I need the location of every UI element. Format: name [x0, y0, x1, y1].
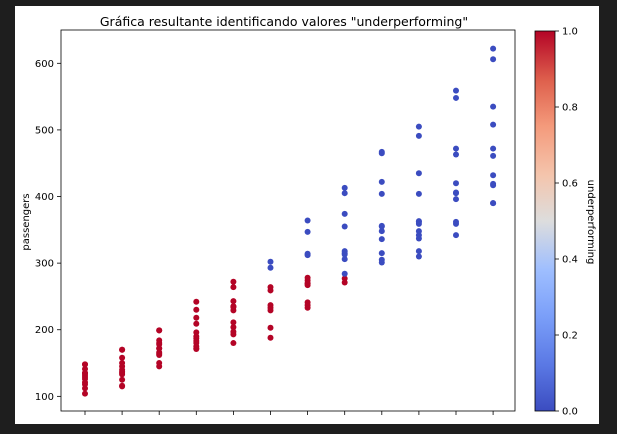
data-point	[341, 223, 348, 230]
data-point	[230, 284, 237, 291]
data-point	[193, 320, 200, 327]
data-point	[341, 248, 348, 255]
colorbar-tick-label: 1.0	[562, 27, 578, 38]
chart-title: Gráfica resultante identificando valores…	[100, 14, 468, 29]
data-point	[119, 376, 126, 383]
data-point	[490, 200, 497, 207]
data-point	[119, 346, 126, 353]
data-point	[193, 329, 200, 336]
data-point	[193, 306, 200, 313]
data-point	[415, 253, 422, 260]
data-point	[378, 250, 385, 257]
y-tick-label: 200	[35, 325, 54, 336]
data-point	[453, 180, 459, 187]
data-point	[453, 196, 459, 203]
colorbar-tick-label: 0.6	[562, 179, 578, 190]
data-point	[230, 303, 237, 310]
data-point	[490, 45, 497, 52]
data-point	[341, 190, 348, 197]
data-point	[82, 361, 88, 368]
data-point	[156, 360, 163, 367]
data-point	[378, 228, 385, 235]
colorbar	[534, 30, 556, 412]
data-point	[230, 319, 237, 326]
colorbar-label: underperforming	[585, 180, 596, 265]
data-point	[193, 298, 200, 305]
data-point	[267, 302, 274, 309]
data-point	[453, 145, 459, 152]
data-point	[119, 354, 126, 361]
scatter-chart: Gráfica resultante identificando valores…	[21, 14, 596, 418]
data-point	[304, 228, 311, 235]
data-point	[415, 228, 422, 235]
data-point	[119, 382, 126, 389]
axes-frame	[60, 29, 516, 412]
data-point	[378, 148, 385, 155]
colorbar-tick-label: 0.2	[562, 331, 578, 342]
data-point	[341, 275, 348, 282]
data-point	[156, 337, 163, 344]
data-point	[378, 178, 385, 185]
data-point	[378, 256, 385, 263]
data-point	[230, 328, 237, 335]
data-point	[230, 298, 237, 305]
y-tick-label: 100	[35, 392, 54, 403]
data-point	[230, 340, 237, 347]
data-point	[304, 217, 311, 224]
data-point	[304, 299, 311, 306]
data-point	[453, 87, 459, 94]
data-point	[341, 270, 348, 277]
y-tick-label: 600	[35, 59, 54, 70]
data-point	[490, 172, 497, 179]
data-point	[193, 314, 200, 321]
data-point	[415, 218, 422, 225]
y-tick-label: 400	[35, 192, 54, 203]
data-point	[453, 218, 459, 225]
data-point	[453, 189, 459, 196]
data-point	[490, 103, 497, 110]
colorbar-tick-label: 0.8	[562, 103, 578, 114]
data-point	[82, 390, 88, 397]
colorbar-tick-label: 0.0	[562, 407, 578, 418]
data-point	[415, 170, 422, 177]
plot-area: 100 200 300 400 500 600	[35, 29, 516, 415]
data-point	[267, 334, 274, 341]
data-point	[490, 56, 497, 63]
data-point	[378, 236, 385, 243]
data-point	[267, 264, 274, 271]
data-point	[267, 258, 274, 265]
data-point	[230, 324, 237, 331]
y-axis-label: passengers	[21, 193, 32, 250]
data-point	[490, 121, 497, 128]
data-point	[341, 210, 348, 217]
data-point	[415, 248, 422, 255]
colorbar-tick-label: 0.4	[562, 255, 578, 266]
data-point	[453, 151, 459, 158]
data-point	[490, 152, 497, 159]
y-tick-label: 300	[35, 259, 54, 270]
data-point	[415, 123, 422, 130]
data-point	[341, 184, 348, 191]
data-point	[267, 324, 274, 331]
data-point	[490, 145, 497, 152]
data-point	[341, 256, 348, 263]
data-point	[453, 232, 459, 239]
data-point	[156, 327, 163, 334]
data-point	[378, 222, 385, 229]
data-point	[119, 360, 126, 367]
data-point	[82, 366, 88, 373]
data-point	[453, 94, 459, 101]
data-point	[378, 190, 385, 197]
data-point	[415, 132, 422, 139]
y-tick-label: 500	[35, 125, 54, 136]
data-point	[230, 278, 237, 285]
data-point	[304, 274, 311, 281]
data-point	[304, 250, 311, 257]
data-point	[267, 284, 274, 291]
data-point	[415, 190, 422, 197]
chart-figure: Gráfica resultante identificando valores…	[15, 6, 599, 424]
colorbar-ticks: 0.0 0.2 0.4 0.6 0.8 1.0	[555, 27, 578, 418]
data-point	[490, 180, 497, 187]
